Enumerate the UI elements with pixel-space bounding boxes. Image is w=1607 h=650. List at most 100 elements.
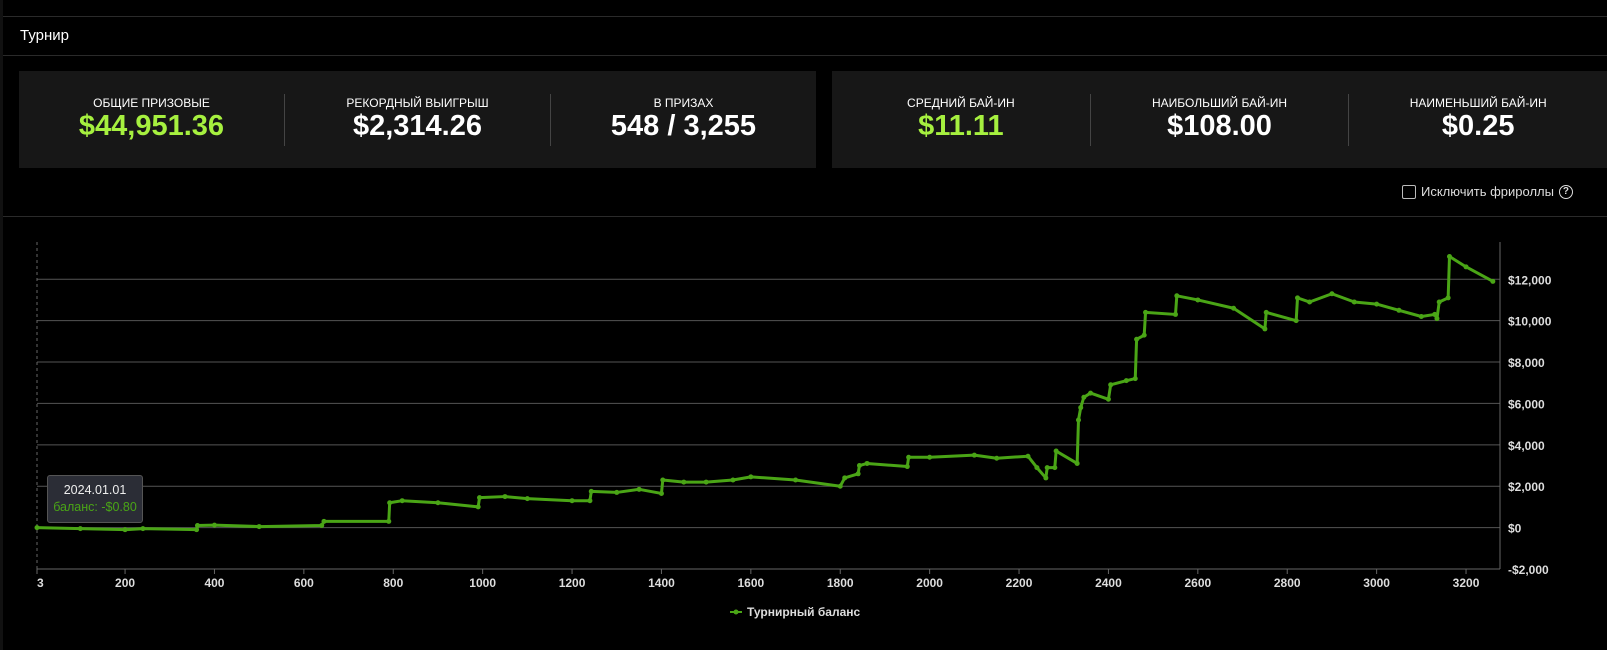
data-point	[1132, 376, 1138, 382]
x-tick-label: 2600	[1184, 576, 1211, 590]
data-point	[971, 452, 977, 458]
data-point	[1123, 378, 1129, 384]
stat-value: $2,314.26	[352, 109, 482, 142]
data-point	[1108, 382, 1114, 388]
x-tick-label: 1200	[559, 576, 586, 590]
data-point	[1293, 318, 1299, 324]
legend-marker-dot	[733, 609, 739, 615]
stat-total-prizes: ОБЩИЕ ПРИЗОВЫЕ $44,951.36	[19, 93, 285, 146]
data-point	[194, 527, 200, 533]
data-point	[793, 477, 799, 483]
x-tick-label: 1800	[827, 576, 854, 590]
data-point	[837, 483, 843, 489]
chart-tooltip: 2024.01.01 баланс: -$0.80	[47, 475, 143, 523]
data-point	[1262, 326, 1268, 332]
data-point	[748, 474, 754, 480]
data-point	[386, 518, 392, 524]
data-point	[1263, 309, 1269, 315]
data-point	[502, 494, 508, 500]
data-point	[321, 518, 327, 524]
data-point	[140, 526, 146, 532]
data-point	[34, 525, 40, 531]
data-point	[681, 479, 687, 485]
data-point	[1141, 332, 1147, 338]
question-circle-icon[interactable]: ?	[1558, 184, 1573, 199]
tooltip-balance: баланс: -$0.80	[53, 500, 137, 514]
data-point	[1351, 299, 1357, 305]
data-point	[1174, 293, 1180, 299]
y-tick-label: $8,000	[1508, 356, 1545, 370]
divider	[3, 16, 1607, 17]
stat-max-buyin: НАИБОЛЬШИЙ БАЙ-ИН $108.00	[1091, 93, 1350, 146]
data-point	[855, 471, 861, 477]
x-tick-label: 1600	[737, 576, 764, 590]
data-point	[842, 475, 848, 481]
data-point	[211, 522, 217, 528]
data-point	[1052, 465, 1058, 471]
data-point	[856, 463, 862, 469]
stat-in-prizes: В ПРИЗАХ 548 / 3,255	[551, 94, 816, 146]
data-point	[1074, 460, 1080, 466]
stat-label: НАИБОЛЬШИЙ БАЙ-ИН	[1151, 95, 1288, 110]
data-point	[194, 523, 200, 529]
stat-value: 548 / 3,255	[610, 109, 757, 142]
data-point	[864, 460, 870, 466]
x-tick-label: 2200	[1006, 576, 1033, 590]
x-tick-label: 3000	[1363, 576, 1390, 590]
data-point	[1143, 309, 1149, 315]
series-line	[36, 254, 1494, 532]
stat-value: $0.25	[1441, 109, 1515, 142]
data-point	[660, 477, 666, 483]
x-tick-label: 200	[115, 576, 135, 590]
data-point	[256, 524, 262, 530]
data-point	[906, 454, 912, 460]
data-point	[1434, 316, 1440, 322]
y-tick-label: $0	[1508, 522, 1522, 536]
x-tick-label: 400	[204, 576, 224, 590]
data-point	[1418, 314, 1424, 320]
tooltip-date: 2024.01.01	[63, 483, 127, 497]
y-tick-label: $10,000	[1508, 315, 1552, 329]
data-point	[588, 488, 594, 494]
y-tick-label: $4,000	[1508, 439, 1545, 453]
data-point	[1329, 291, 1335, 297]
x-tick-label: 600	[294, 576, 314, 590]
x-tick-label: 800	[383, 576, 403, 590]
data-point	[730, 477, 736, 483]
data-point	[1078, 405, 1084, 411]
data-point	[569, 498, 575, 504]
data-point	[1195, 297, 1201, 303]
data-point	[703, 479, 709, 485]
x-tick-label: 1000	[469, 576, 496, 590]
data-point	[994, 455, 1000, 461]
data-point	[1043, 475, 1049, 481]
stats-card-buyins: СРЕДНИЙ БАЙ-ИН $11.11 НАИБОЛЬШИЙ БАЙ-ИН $1…	[832, 71, 1607, 168]
data-point	[658, 490, 664, 496]
stat-value: $44,951.36	[78, 109, 225, 142]
data-point	[435, 500, 441, 506]
legend-label: Турнирный баланс	[747, 605, 861, 619]
stats-card-prizes: ОБЩИЕ ПРИЗОВЫЕ $44,951.36 РЕКОРДНЫЙ ВЫИГР…	[19, 71, 816, 168]
data-point	[77, 526, 83, 532]
data-point	[1445, 295, 1451, 301]
y-tick-label: $12,000	[1508, 273, 1552, 287]
x-tick-label: 1400	[648, 576, 675, 590]
data-point	[904, 464, 910, 470]
stat-avg-buyin: СРЕДНИЙ БАЙ-ИН $11.11	[832, 93, 1091, 146]
exclude-freerolls-toggle[interactable]: Исключить фрироллы ?	[1402, 184, 1573, 199]
exclude-freerolls-label[interactable]: Исключить фрироллы	[1421, 184, 1554, 199]
data-point	[1105, 396, 1111, 402]
data-point	[122, 527, 128, 533]
data-point	[1463, 264, 1469, 270]
x-tick-label: 2800	[1274, 576, 1301, 590]
data-point	[636, 486, 642, 492]
checkbox[interactable]	[1402, 184, 1416, 199]
y-tick-label: $6,000	[1508, 397, 1545, 411]
data-point	[1044, 465, 1050, 471]
data-point	[587, 498, 593, 504]
data-point	[1446, 253, 1452, 259]
data-point	[1307, 299, 1313, 305]
data-point	[1490, 278, 1496, 284]
left-edge	[0, 0, 3, 650]
